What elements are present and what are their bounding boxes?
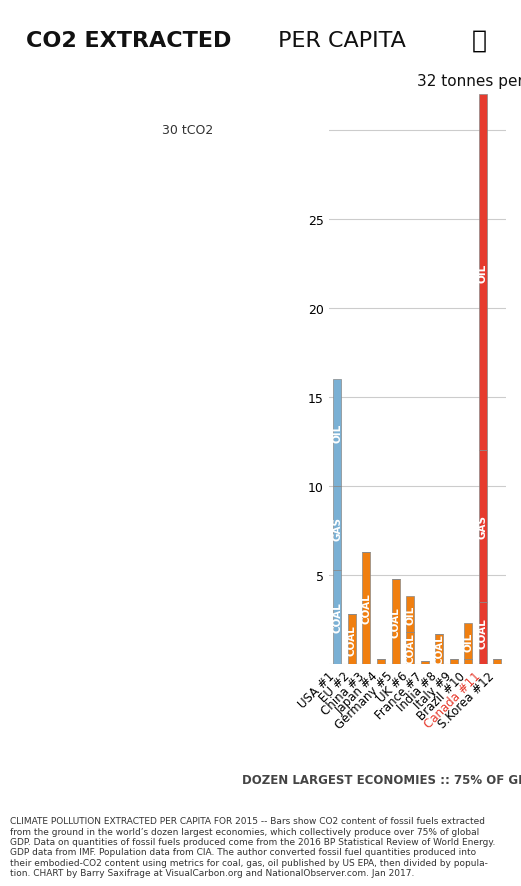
Bar	[420, 661, 429, 664]
Bar	[479, 95, 487, 451]
Bar	[406, 633, 414, 664]
Text: PER CAPITA: PER CAPITA	[271, 31, 406, 51]
Text: COAL: COAL	[478, 618, 488, 649]
Text: COAL: COAL	[362, 593, 371, 624]
Bar	[479, 602, 487, 664]
Text: 🚶: 🚶	[472, 28, 487, 52]
Text: OIL: OIL	[332, 424, 342, 443]
Text: 30 tCO2: 30 tCO2	[162, 124, 214, 137]
Bar	[493, 659, 501, 664]
Text: COAL: COAL	[434, 633, 444, 664]
Bar	[363, 552, 370, 664]
Text: DOZEN LARGEST ECONOMIES :: 75% OF GLOBAL GDP: DOZEN LARGEST ECONOMIES :: 75% OF GLOBAL…	[242, 773, 521, 786]
Bar	[464, 659, 472, 664]
Text: CO2 EXTRACTED: CO2 EXTRACTED	[26, 31, 231, 51]
Text: GAS: GAS	[478, 515, 488, 539]
Text: COAL: COAL	[405, 633, 415, 664]
Text: COAL: COAL	[332, 602, 342, 633]
Text: 32 tonnes per Canadian→: 32 tonnes per Canadian→	[417, 74, 521, 89]
Text: CLIMATE POLLUTION EXTRACTED PER CAPITA FOR 2015 -- Bars show CO2 content of foss: CLIMATE POLLUTION EXTRACTED PER CAPITA F…	[10, 816, 496, 877]
Text: OIL: OIL	[405, 605, 415, 624]
Bar	[435, 634, 443, 664]
Bar	[333, 570, 341, 664]
Bar	[464, 624, 472, 659]
Text: OIL: OIL	[478, 263, 488, 283]
Bar	[450, 659, 457, 664]
Text: GAS: GAS	[332, 517, 342, 540]
Text: COAL: COAL	[347, 624, 357, 655]
Text: COAL: COAL	[391, 606, 401, 637]
Bar	[479, 451, 487, 602]
Bar	[406, 597, 414, 633]
Bar	[333, 486, 341, 570]
Bar	[377, 659, 385, 664]
Bar	[333, 379, 341, 486]
Bar	[348, 615, 356, 664]
Text: OIL: OIL	[463, 632, 473, 651]
Bar	[392, 579, 400, 664]
